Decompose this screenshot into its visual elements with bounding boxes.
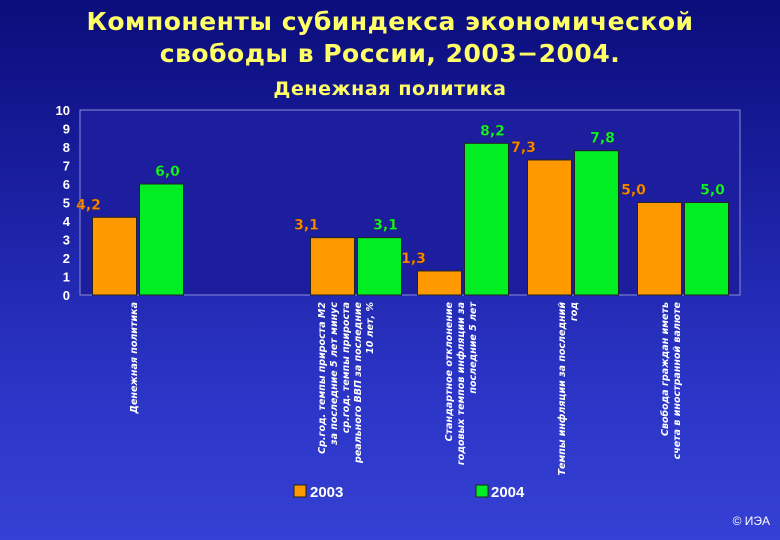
x-category-label-4: Свобода граждан иметь счета в иностранной…: [660, 301, 683, 459]
y-tick-label: 10: [56, 103, 70, 118]
x-category-label-line: год: [569, 302, 580, 321]
data-label-2004-2: 8,2: [480, 123, 505, 139]
y-tick-label: 4: [63, 214, 71, 229]
y-tick-label: 0: [63, 288, 70, 303]
x-category-label-line: ср.год. темпы прироста: [341, 302, 352, 433]
data-label-2004-1: 3,1: [373, 218, 398, 234]
y-tick-label: 8: [63, 140, 70, 155]
x-category-label-line: Денежная политика: [129, 302, 140, 414]
chart-title-line2: свободы в России, 2003−2004.: [159, 39, 621, 68]
data-label-2003-3: 7,3: [511, 140, 536, 156]
bar-2004-4: [684, 202, 729, 296]
data-label-2004-3: 7,8: [590, 131, 615, 147]
chart-title-line1: Компоненты субиндекса экономической: [86, 7, 694, 36]
bar-2004-1: [357, 237, 402, 296]
bar-2003-1: [310, 237, 355, 296]
legend-swatch-2003: [293, 484, 307, 498]
legend-label-2003: 2003: [310, 484, 343, 501]
legend-swatch-2004: [475, 484, 489, 498]
data-label-2003-4: 5,0: [621, 183, 646, 199]
data-label-2004-0: 6,0: [155, 164, 180, 180]
x-category-label-line: Ср.год. темпы прироста М2: [317, 302, 328, 454]
bar-2004-2: [464, 142, 509, 296]
x-category-label-line: годовых темпов инфляции за: [456, 302, 467, 465]
x-category-label-line: реального ВВП за последние: [353, 301, 364, 464]
data-label-2003-0: 4,2: [76, 197, 101, 213]
bar-2003-2: [417, 270, 462, 296]
y-tick-label: 3: [63, 233, 70, 248]
x-category-label-line: Стандартное отклонение: [444, 301, 455, 441]
data-label-2003-2: 1,3: [401, 251, 426, 267]
data-label-2003-1: 3,1: [294, 218, 319, 234]
x-category-label-line: 10 лет, %: [365, 302, 376, 354]
bar-2004-3: [574, 150, 619, 296]
bar-2004-0: [139, 183, 184, 296]
data-label-2004-4: 5,0: [700, 183, 725, 199]
x-category-label-line: за последние 5 лет минус: [329, 302, 340, 446]
y-tick-label: 7: [63, 159, 70, 174]
x-category-label-1: Ср.год. темпы прироста М2 за последние 5 …: [317, 301, 376, 464]
x-category-label-line: Свобода граждан иметь: [660, 302, 671, 436]
y-tick-label: 2: [63, 251, 70, 266]
bar-2003-4: [637, 202, 682, 296]
x-category-label-line: Темпы инфляции за последний: [557, 302, 568, 476]
x-category-label-line: счета в иностранной валюте: [672, 301, 683, 459]
bar-2003-3: [527, 159, 572, 296]
y-tick-label: 5: [63, 196, 70, 211]
x-category-label-0: Денежная политика: [129, 302, 140, 414]
y-tick-label: 9: [63, 122, 70, 137]
y-tick-label: 6: [63, 177, 70, 192]
x-category-label-2: Стандартное отклонение годовых темпов инф…: [444, 301, 479, 465]
copyright-text: © ИЭА: [732, 514, 770, 528]
y-tick-label: 1: [63, 270, 70, 285]
x-category-label-3: Темпы инфляции за последний год: [557, 302, 580, 476]
bar-2003-0: [92, 216, 137, 296]
chart-subtitle: Денежная политика: [273, 78, 507, 100]
x-category-label-line: последние 5 лет: [468, 302, 479, 394]
legend-label-2004: 2004: [491, 484, 525, 501]
plot-area: [79, 109, 741, 296]
